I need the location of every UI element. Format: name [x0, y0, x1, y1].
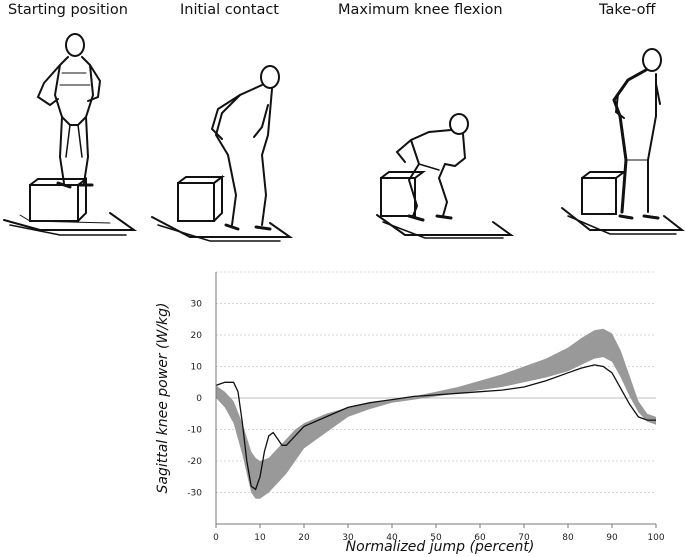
take-off-figure	[561, 48, 685, 235]
y-tick-label: 0	[196, 394, 202, 404]
y-axis-title: Sagittal knee power (W/kg)	[155, 303, 171, 494]
max-knee-flexion-figure	[376, 113, 515, 239]
x-tick-label: 90	[606, 533, 618, 543]
initial-contact-figure	[151, 65, 294, 242]
series-band-normative-range	[216, 328, 656, 499]
x-tick-label: 30	[342, 533, 354, 543]
x-tick-label: 10	[254, 533, 266, 543]
y-tick-labels: 30 20 10 0 -10 -20 -30	[187, 300, 202, 499]
y-tick-label: -30	[187, 489, 202, 499]
phase-label-max-knee-flexion: Maximum knee flexion	[338, 2, 503, 18]
y-tick-label: 20	[191, 331, 203, 341]
y-tick-label: -20	[187, 457, 202, 467]
phase-label-take-off: Take-off	[599, 2, 656, 18]
phase-label-initial-contact: Initial contact	[180, 2, 279, 18]
grid-lines	[216, 271, 656, 493]
y-tick-label: 10	[191, 363, 203, 373]
y-tick-label: 30	[191, 300, 203, 310]
x-tick-label: 50	[430, 533, 442, 543]
starting-position-figure	[3, 33, 138, 236]
x-tick-label: 100	[647, 533, 664, 543]
series-line-subject	[215, 364, 656, 491]
x-axis-title: Normalized jump (percent)	[346, 539, 535, 555]
x-tick-label: 70	[518, 533, 530, 543]
x-tick-label: 80	[562, 533, 574, 543]
x-tick-label: 20	[298, 533, 310, 543]
x-tick-label: 40	[386, 533, 398, 543]
x-tick-label: 60	[474, 533, 486, 543]
y-tick-label: -10	[187, 426, 202, 436]
x-tick-labels: 0 10 20 30 40 50 60 70 80 90 100	[213, 524, 665, 543]
x-tick-label: 0	[213, 533, 219, 543]
phase-label-starting-position: Starting position	[8, 2, 128, 18]
